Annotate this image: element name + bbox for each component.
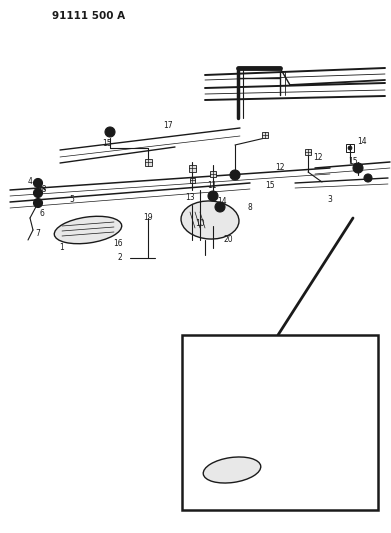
Circle shape bbox=[233, 173, 237, 177]
Text: 6: 6 bbox=[39, 209, 45, 219]
Text: 2: 2 bbox=[118, 254, 122, 262]
Circle shape bbox=[36, 181, 40, 185]
Circle shape bbox=[34, 189, 43, 198]
Circle shape bbox=[260, 462, 264, 466]
Circle shape bbox=[230, 170, 240, 180]
Circle shape bbox=[364, 174, 372, 182]
Text: 11: 11 bbox=[207, 182, 217, 190]
Circle shape bbox=[210, 193, 215, 198]
Text: 1: 1 bbox=[59, 243, 65, 252]
Text: 4: 4 bbox=[27, 176, 32, 185]
Text: 13: 13 bbox=[185, 193, 195, 203]
Text: 14: 14 bbox=[273, 376, 283, 384]
Circle shape bbox=[36, 201, 40, 205]
Ellipse shape bbox=[54, 216, 122, 244]
Bar bbox=[298, 370, 306, 378]
Circle shape bbox=[366, 176, 370, 180]
Circle shape bbox=[34, 198, 43, 207]
Text: 91111 500 A: 91111 500 A bbox=[52, 11, 125, 21]
Ellipse shape bbox=[203, 457, 261, 483]
Circle shape bbox=[34, 179, 43, 188]
Text: 16: 16 bbox=[113, 238, 123, 247]
Text: 15: 15 bbox=[348, 157, 358, 166]
Circle shape bbox=[298, 389, 307, 398]
Bar bbox=[145, 158, 151, 166]
Text: 10: 10 bbox=[195, 220, 205, 229]
Circle shape bbox=[105, 127, 115, 137]
Bar bbox=[190, 177, 194, 182]
Circle shape bbox=[108, 130, 113, 134]
Circle shape bbox=[208, 191, 218, 201]
Text: 20: 20 bbox=[223, 236, 233, 245]
Bar bbox=[210, 171, 216, 177]
Circle shape bbox=[353, 163, 363, 173]
Circle shape bbox=[300, 410, 304, 414]
Text: 9: 9 bbox=[215, 450, 221, 459]
Text: 19: 19 bbox=[143, 214, 153, 222]
Bar bbox=[305, 149, 311, 155]
Text: 18: 18 bbox=[37, 185, 47, 195]
Circle shape bbox=[287, 381, 292, 385]
Ellipse shape bbox=[181, 201, 239, 239]
Text: 15: 15 bbox=[265, 181, 275, 190]
Text: 17: 17 bbox=[163, 122, 173, 131]
Circle shape bbox=[217, 205, 222, 209]
Circle shape bbox=[298, 408, 306, 416]
Text: 3: 3 bbox=[328, 196, 332, 205]
Text: 5: 5 bbox=[70, 196, 74, 205]
Circle shape bbox=[272, 362, 280, 370]
Bar bbox=[188, 165, 196, 172]
Circle shape bbox=[215, 202, 225, 212]
Circle shape bbox=[300, 372, 304, 376]
Circle shape bbox=[300, 391, 304, 395]
Text: 15: 15 bbox=[245, 391, 255, 400]
Text: 12: 12 bbox=[275, 164, 285, 173]
Circle shape bbox=[355, 166, 361, 171]
Text: 12: 12 bbox=[313, 152, 323, 161]
Circle shape bbox=[36, 191, 40, 195]
Text: 15: 15 bbox=[102, 139, 112, 148]
Bar bbox=[346, 144, 354, 152]
Text: 12: 12 bbox=[335, 456, 345, 464]
Text: 14: 14 bbox=[357, 138, 367, 147]
Circle shape bbox=[348, 146, 352, 150]
Circle shape bbox=[257, 459, 267, 469]
Circle shape bbox=[274, 364, 278, 368]
Bar bbox=[182, 335, 378, 510]
Text: 15: 15 bbox=[287, 406, 297, 415]
Text: 14: 14 bbox=[217, 198, 227, 206]
Bar bbox=[262, 132, 268, 138]
Text: 8: 8 bbox=[248, 204, 252, 213]
Circle shape bbox=[285, 378, 295, 388]
Text: 12: 12 bbox=[339, 351, 349, 360]
Text: 7: 7 bbox=[36, 230, 40, 238]
